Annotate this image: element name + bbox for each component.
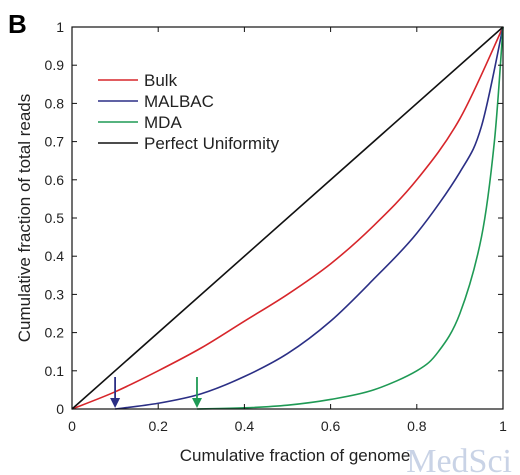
series-line-0	[71, 26, 504, 410]
x-axis-label: Cumulative fraction of genome	[180, 446, 411, 465]
y-tick-label: 0.8	[45, 95, 65, 111]
panel-label: B	[8, 9, 27, 39]
y-tick-label: 0.7	[45, 134, 65, 150]
legend-label-3: Perfect Uniformity	[144, 134, 280, 153]
arrow-head-0	[110, 398, 121, 408]
legend-label-2: MDA	[144, 113, 182, 132]
series-line-1	[114, 26, 504, 410]
arrow-head-1	[191, 398, 202, 408]
series-line-3	[71, 26, 504, 410]
y-tick-label: 0.2	[45, 325, 65, 341]
y-tick-label: 0.1	[45, 363, 65, 379]
plot-area: 0 0.2 0.4 0.6 0.8 1 0 0.1 0.2 0.3 0.4 0.5 0.6 0.7 0.8 0…	[45, 19, 508, 434]
y-tick-label: 0.6	[45, 172, 65, 188]
y-tick-label: 0.3	[45, 286, 65, 302]
series-line-2	[196, 26, 504, 410]
x-tick-label: 0.8	[407, 418, 427, 434]
x-tick-label: 0.2	[148, 418, 168, 434]
legend-label-1: MALBAC	[144, 92, 214, 111]
x-tick-label: 1	[499, 418, 507, 434]
y-tick-label: 0.9	[45, 57, 65, 73]
x-tick-label: 0.4	[235, 418, 255, 434]
y-tick-label: 1	[56, 19, 64, 35]
y-axis-label: Cumulative fraction of total reads	[15, 94, 34, 343]
x-tick-label: 0	[68, 418, 76, 434]
watermark: MedSci	[406, 443, 512, 475]
legend: Bulk MALBAC MDA Perfect Uniformity	[98, 71, 280, 153]
y-tick-label: 0.4	[45, 248, 65, 264]
legend-label-0: Bulk	[144, 71, 178, 90]
y-tick-label: 0	[56, 401, 64, 417]
y-tick-label: 0.5	[45, 210, 65, 226]
x-tick-label: 0.6	[321, 418, 341, 434]
